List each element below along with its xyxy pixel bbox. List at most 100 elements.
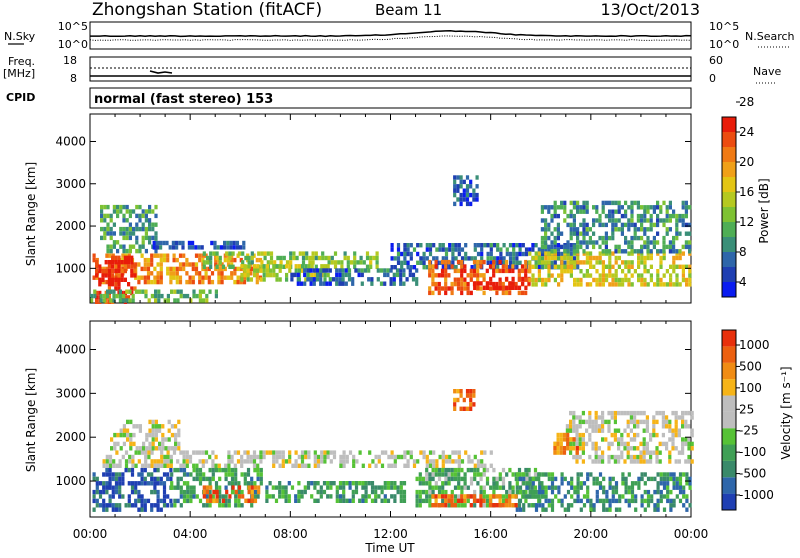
echo-cell [146, 257, 151, 263]
echo-cell [428, 489, 432, 495]
echo-cell [624, 498, 628, 504]
echo-cell [428, 259, 432, 265]
echo-cell [547, 269, 551, 274]
echo-cell [440, 494, 445, 499]
echo-cell [547, 205, 551, 210]
echo-cell [164, 437, 168, 442]
echo-cell [665, 205, 669, 210]
echo-cell [211, 494, 215, 499]
echo-cell [518, 247, 522, 252]
echo-cell [177, 419, 181, 425]
echo-cell [598, 251, 602, 256]
echo-cell [156, 275, 160, 280]
echo-cell [496, 260, 500, 265]
echo-cell [469, 290, 473, 296]
echo-cell [364, 489, 368, 495]
echo-cell [98, 503, 103, 508]
echo-cell [645, 459, 649, 464]
echo-cell [448, 459, 452, 464]
echo-cell [462, 188, 466, 193]
echo-cell [418, 494, 422, 499]
echo-cell [441, 481, 445, 486]
echo-cell [118, 489, 122, 495]
echo-cell [465, 192, 470, 198]
echo-cell [185, 463, 189, 468]
echo-cell [339, 454, 343, 460]
echo-cell [444, 481, 448, 486]
echo-cell [215, 264, 219, 269]
echo-cell [485, 285, 490, 290]
echo-cell [678, 476, 683, 482]
echo-cell [582, 273, 586, 278]
echo-cell [256, 268, 260, 273]
echo-cell [459, 197, 463, 202]
echo-cell [236, 279, 240, 285]
echo-cell [601, 235, 605, 241]
echo-cell [234, 494, 238, 499]
echo-cell [661, 432, 665, 438]
echo-cell [242, 279, 247, 285]
echo-cell [592, 481, 596, 486]
echo-cell [326, 481, 330, 486]
echo-cell [105, 463, 109, 468]
echo-cell [166, 454, 170, 460]
echo-cell [447, 259, 451, 265]
echo-cell [182, 293, 186, 299]
echo-cell [95, 498, 99, 504]
echo-cell [105, 481, 109, 486]
echo-cell [540, 205, 544, 210]
echo-cell [117, 277, 121, 282]
echo-cell [100, 204, 104, 210]
echo-cell [209, 485, 213, 490]
echo-cell [620, 227, 624, 232]
echo-cell [243, 472, 247, 477]
echo-cell [322, 268, 326, 273]
echo-cell [553, 240, 557, 245]
echo-cell [614, 273, 618, 278]
echo-cell [531, 277, 535, 283]
echo-cell [505, 494, 509, 499]
echo-cell [127, 264, 131, 269]
echo-cell [210, 271, 215, 276]
echo-cell [132, 226, 136, 232]
echo-cell [575, 437, 579, 442]
echo-cell [415, 281, 419, 286]
echo-cell [610, 415, 614, 420]
echo-cell [111, 503, 115, 508]
echo-cell [476, 481, 480, 486]
echo-cell [119, 428, 123, 433]
echo-cell [208, 489, 212, 495]
echo-cell [453, 485, 458, 490]
echo-cell [130, 489, 135, 495]
echo-cell [444, 259, 448, 265]
echo-cell [326, 454, 330, 460]
echo-cell [459, 179, 463, 185]
echo-cell [148, 428, 152, 433]
echo-cell [639, 419, 643, 425]
echo-cell [127, 481, 131, 486]
echo-cell [408, 272, 412, 278]
echo-cell [595, 260, 599, 265]
echo-cell [517, 285, 522, 290]
echo-cell [109, 231, 113, 236]
echo-cell [221, 498, 226, 503]
echo-cell [211, 467, 215, 473]
echo-cell [214, 481, 219, 486]
echo-cell [659, 277, 663, 283]
echo-cell [643, 277, 647, 283]
echo-cell [684, 410, 688, 416]
echo-cell [279, 255, 283, 261]
echo-cell [105, 454, 109, 460]
echo-cell [575, 441, 579, 447]
echo-cell [428, 472, 432, 477]
echo-cell [425, 494, 429, 499]
echo-cell [219, 245, 223, 250]
echo-cell [98, 282, 102, 287]
echo-cell [637, 273, 641, 278]
echo-cell [359, 255, 363, 261]
echo-cell [275, 450, 279, 455]
echo-cell [672, 282, 676, 287]
echo-cell [437, 472, 442, 477]
echo-cell [556, 222, 560, 228]
echo-cell [649, 213, 653, 219]
